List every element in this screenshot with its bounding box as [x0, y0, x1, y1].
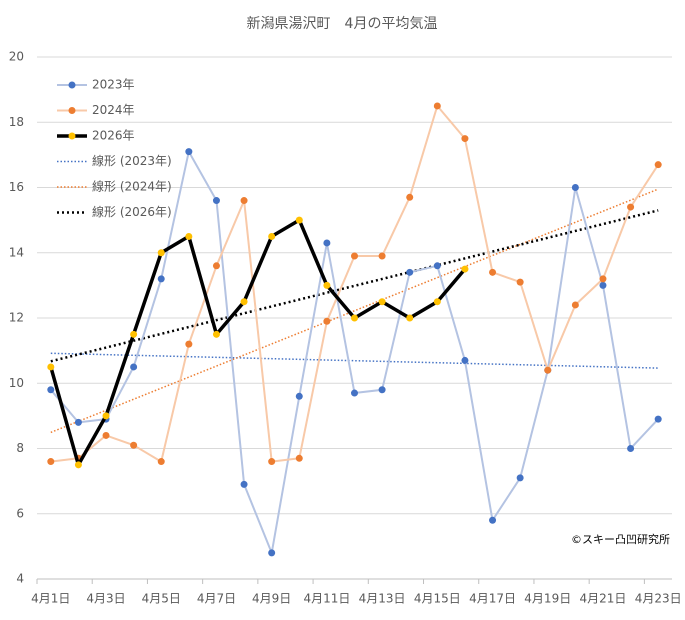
point: [571, 301, 579, 309]
point: [323, 281, 331, 289]
point: [654, 161, 662, 169]
point: [571, 184, 579, 191]
point: [212, 262, 220, 270]
x-tick-label: 4月11日: [303, 592, 350, 606]
legend-label: 線形 (2023年): [92, 153, 172, 168]
legend-marker: [68, 107, 76, 114]
y-tick-label: 14: [9, 245, 24, 259]
point: [47, 386, 55, 394]
point: [433, 298, 441, 306]
y-tick-label: 18: [9, 115, 24, 129]
point: [351, 389, 358, 397]
y-tick-label: 8: [16, 441, 24, 455]
point: [461, 135, 469, 143]
point: [185, 340, 193, 348]
point: [268, 549, 276, 557]
point: [599, 281, 607, 289]
series-line: [49, 218, 467, 467]
point: [295, 392, 303, 400]
point: [268, 458, 276, 466]
point: [378, 252, 386, 260]
point: [102, 412, 110, 420]
point: [599, 275, 607, 283]
point: [240, 298, 248, 306]
point: [74, 461, 82, 469]
legend-label: 2023年: [92, 78, 135, 92]
point: [489, 268, 497, 276]
point: [627, 203, 635, 211]
x-tick-label: 4月15日: [414, 592, 461, 606]
point: [378, 298, 386, 306]
x-tick-label: 4月23日: [635, 592, 682, 606]
x-tick-label: 4月21日: [580, 592, 627, 606]
x-tick-label: 4月5日: [142, 592, 181, 606]
point: [74, 418, 82, 426]
point: [240, 480, 248, 488]
point: [47, 363, 55, 371]
point: [157, 275, 165, 283]
point: [185, 148, 193, 156]
y-tick-label: 12: [9, 311, 24, 325]
point: [212, 197, 220, 205]
point: [406, 268, 414, 276]
legend-marker: [68, 81, 76, 89]
point: [268, 232, 276, 240]
trendline: [50, 188, 659, 434]
note: ©スキー凸凹研究所: [571, 532, 670, 546]
y-tick-label: 20: [9, 50, 24, 64]
x-tick-label: 4月7日: [197, 592, 236, 606]
legend-label: 2024年: [92, 103, 135, 117]
trendline: [50, 209, 659, 363]
point: [433, 102, 441, 110]
point: [489, 516, 497, 524]
point: [295, 216, 303, 224]
x-tick-label: 4月1日: [31, 592, 70, 606]
point: [323, 239, 331, 247]
y-tick-label: 16: [9, 180, 24, 194]
point: [157, 249, 165, 257]
point: [544, 366, 552, 374]
point: [130, 441, 138, 449]
point: [627, 445, 635, 452]
point: [433, 262, 441, 270]
point: [406, 193, 414, 201]
point: [351, 252, 358, 260]
point: [295, 454, 303, 462]
x-tick-label: 4月13日: [359, 592, 406, 606]
point: [406, 314, 414, 322]
point: [378, 386, 386, 394]
legend-label: 線形 (2026年): [92, 204, 172, 219]
point: [102, 431, 110, 439]
y-tick-label: 4: [16, 572, 24, 586]
y-tick-label: 6: [16, 506, 24, 520]
point: [516, 474, 524, 482]
point: [461, 356, 469, 364]
legend-label: 線形 (2024年): [92, 179, 172, 194]
legend-label: 2026年: [92, 129, 135, 143]
point: [130, 330, 138, 338]
x-tick-label: 4月9日: [252, 592, 291, 606]
point: [351, 314, 358, 322]
point: [212, 330, 220, 338]
point: [516, 278, 524, 286]
x-tick-label: 4月3日: [86, 592, 125, 606]
x-tick-label: 4月19日: [524, 592, 571, 606]
point: [130, 363, 138, 371]
point: [185, 232, 193, 240]
x-tick-label: 4月17日: [469, 592, 516, 606]
y-tick-label: 10: [9, 376, 24, 390]
legend-marker: [68, 132, 76, 140]
chart-title: 新潟県湯沢町 4月の平均気温: [247, 15, 438, 32]
point: [240, 197, 248, 205]
point: [47, 458, 55, 466]
point: [461, 265, 469, 273]
point: [654, 415, 662, 423]
point: [157, 458, 165, 466]
point: [323, 317, 331, 325]
